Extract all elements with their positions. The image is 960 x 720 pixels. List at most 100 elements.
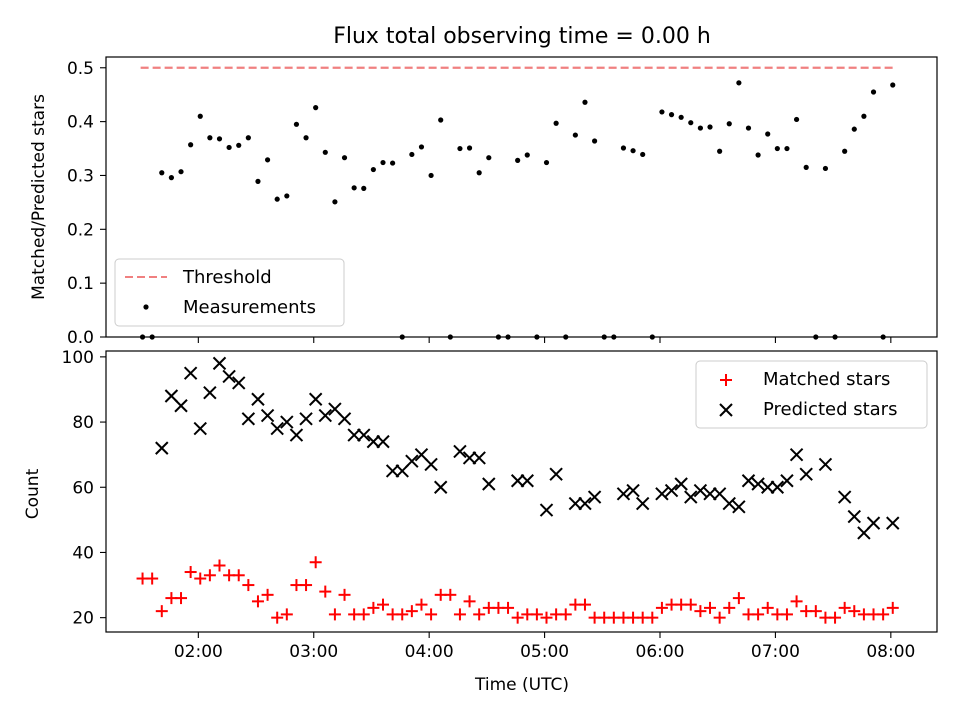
predicted-star-point xyxy=(510,474,525,488)
predicted-star-point xyxy=(684,490,698,504)
measurement-point xyxy=(726,121,732,127)
matched-star-point xyxy=(405,605,418,618)
measurement-point xyxy=(409,151,415,158)
predicted-star-point xyxy=(289,428,304,442)
predicted-star-point xyxy=(674,477,688,491)
measurement-point xyxy=(188,142,194,148)
matched-star-point xyxy=(415,598,428,611)
chart-title: Flux total observing time = 0.00 h xyxy=(333,24,711,49)
measurement-point xyxy=(755,152,761,158)
legend-box xyxy=(695,360,928,429)
x-axis-label: Time (UTC) xyxy=(474,675,569,695)
measurement-point xyxy=(842,148,848,154)
matched-star-point xyxy=(328,608,341,621)
matched-star-point xyxy=(377,598,389,611)
y-tick-label: 80 xyxy=(72,413,94,433)
matched-star-point xyxy=(780,608,793,621)
matched-star-point xyxy=(646,611,659,624)
predicted-star-point xyxy=(626,483,640,498)
predicted-star-point xyxy=(482,477,496,491)
measurement-point xyxy=(274,196,280,202)
matched-star-point xyxy=(704,601,717,614)
predicted-star-point xyxy=(539,503,554,517)
matched-star-point xyxy=(338,588,351,601)
matched-star-point xyxy=(463,595,476,608)
matched-star-point xyxy=(184,566,197,579)
measurement-point xyxy=(774,145,780,152)
measurement-point xyxy=(486,155,492,161)
measurement-point xyxy=(591,138,598,144)
measurement-point xyxy=(438,117,444,123)
y-tick-label: 0.3 xyxy=(67,166,94,186)
predicted-star-point xyxy=(770,480,785,494)
measurement-point xyxy=(707,124,713,130)
matched-star-point xyxy=(473,608,486,621)
matched-star-point xyxy=(309,556,322,569)
legend-matched-swatch xyxy=(720,374,732,386)
measurement-point xyxy=(216,136,223,142)
measurement-point xyxy=(341,155,348,161)
matched-star-point xyxy=(146,572,159,585)
matched-star-point xyxy=(540,611,553,624)
measurement-point xyxy=(765,131,771,137)
measurement-point xyxy=(803,164,809,170)
measurement-point xyxy=(361,185,367,191)
y-axis-label: Matched/Predicted stars xyxy=(29,94,49,300)
measurement-point xyxy=(659,109,665,115)
matched-star-point xyxy=(444,588,457,601)
measurement-point xyxy=(620,145,627,151)
measurement-point xyxy=(736,80,742,86)
bottom-panel: Count Time (UTC) 02:00 03:00 04:00 05:00 06:… xyxy=(23,348,938,695)
measurement-point xyxy=(640,151,646,158)
legend-measurements-label: Measurements xyxy=(183,297,316,318)
measurement-point xyxy=(351,185,357,191)
predicted-star-point xyxy=(241,412,256,426)
measurement-point xyxy=(245,135,251,141)
predicted-star-point xyxy=(693,483,708,498)
predicted-star-point xyxy=(222,369,236,384)
measurement-point xyxy=(207,135,213,141)
predicted-star-point xyxy=(174,399,188,413)
matched-star-point xyxy=(578,598,591,611)
measurement-point xyxy=(543,159,550,166)
measurement-point xyxy=(582,99,588,105)
matched-star-point xyxy=(559,608,572,621)
predicted-star-point xyxy=(847,509,861,524)
legend-measurements-swatch xyxy=(143,304,149,310)
predicted-star-point xyxy=(434,480,448,494)
predicted-star-point xyxy=(193,421,207,436)
matched-star-point xyxy=(251,595,264,608)
matched-star-point xyxy=(694,605,707,618)
y-tick-label: 0.4 xyxy=(67,113,94,133)
measurement-point xyxy=(572,132,578,138)
matched-star-point xyxy=(655,601,668,614)
measurement-point xyxy=(668,112,675,118)
matched-star-point xyxy=(194,572,207,585)
measurement-point xyxy=(178,169,184,175)
measurement-point xyxy=(197,113,203,119)
measurement-point xyxy=(466,145,473,151)
predicted-star-point xyxy=(741,474,756,488)
y-tick-label: 20 xyxy=(72,609,94,629)
predicted-star-point xyxy=(260,408,275,423)
predicted-star-point xyxy=(251,392,265,406)
predicted-star-point xyxy=(655,487,669,501)
matched-star-point xyxy=(502,601,515,614)
measurement-point xyxy=(745,125,752,131)
y-tick-label: 0.2 xyxy=(67,220,94,240)
predicted-star-point xyxy=(405,454,419,468)
y-axis-label: Count xyxy=(23,468,43,519)
y-tick-label: 100 xyxy=(62,348,94,368)
top-data-layer xyxy=(139,66,896,340)
matched-star-point xyxy=(175,592,188,605)
matched-star-point xyxy=(713,611,726,624)
bottom-data-layer xyxy=(136,356,900,624)
predicted-star-point xyxy=(453,444,467,459)
predicted-star-point xyxy=(886,516,900,530)
x-tick-label: 07:00 xyxy=(751,642,800,662)
measurement-point xyxy=(457,145,463,152)
measurement-point xyxy=(264,157,271,163)
predicted-star-point xyxy=(549,467,563,481)
matched-star-point xyxy=(809,605,822,618)
predicted-star-point xyxy=(751,477,765,491)
